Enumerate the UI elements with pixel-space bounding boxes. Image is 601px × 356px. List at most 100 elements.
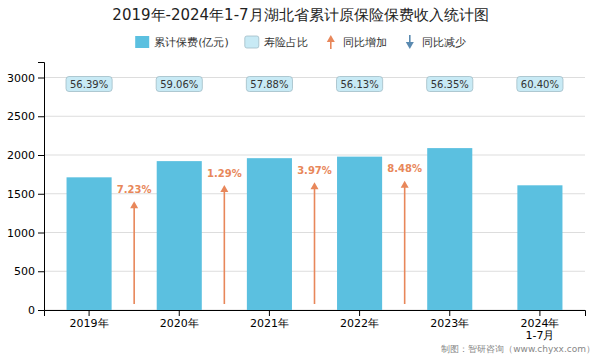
x-tick-label: 2022年 [340,317,379,330]
y-tick-mark [38,233,44,234]
change-label: 1.29% [207,168,242,179]
y-tick: 1500 [7,188,44,201]
x-tick-label: 2020年 [160,317,199,330]
x-tick-label: 2021年 [250,317,289,330]
legend-swatch [135,36,149,48]
x-tick: 2023年 [430,310,469,330]
grid-line [44,77,585,78]
changes: 7.23% 1.29% 3.97% 8.48% [117,163,422,304]
share-label-text: 59.06% [160,79,198,90]
y-tick-label: 500 [14,265,35,278]
y-tick-label: 1500 [7,188,35,201]
legend-item: 累计保费(亿元) [135,36,229,49]
chart: 2019年-2024年1-7月湖北省累计原保险保费收入统计图 0 500 1000 15… [0,0,601,356]
bar [157,161,202,310]
legend-item: 同比增加 [327,35,387,49]
y-tick: 0 [28,304,44,317]
bar [337,157,382,310]
legend-swatch [245,36,259,48]
share-label-text: 60.40% [521,79,559,90]
x-tick-label: 2024年1-7月 [520,317,559,343]
grid [44,78,585,311]
x-tick-mark [449,310,450,316]
bar [67,177,112,310]
x-axis-line [45,311,586,317]
share-labels: 56.39% 59.06% 57.88% 56.13% 56.35% 60.40% [66,77,563,92]
y-tick-label: 2500 [7,110,35,123]
bar [517,185,562,310]
y-tick: 500 [14,265,44,278]
y-tick-mark [38,155,44,156]
share-label-box [517,77,563,92]
share-label-text: 57.88% [250,79,288,90]
share-label-box [156,77,202,92]
bar [247,158,292,310]
change: 1.29% [207,168,242,304]
legend: 累计保费(亿元) 寿险占比 同比增加 同比减少 [135,35,466,49]
change-arrow-shaft [314,187,316,304]
y-tick: 2500 [7,110,44,123]
change-label: 8.48% [387,163,422,174]
share-label: 57.88% [246,77,292,92]
y-tick: 1000 [7,227,44,240]
x-tick: 2024年1-7月 [520,310,559,342]
x-tick: 2020年 [160,310,199,330]
share-label: 59.06% [156,77,202,92]
y-tick: 2000 [7,149,44,162]
change-arrow-head [406,42,414,49]
x-tick-mark [89,310,90,316]
share-label: 60.40% [517,77,563,92]
legend-item: 寿险占比 [245,36,308,49]
change-arrow-head [130,201,138,208]
bars [67,148,563,310]
x-tick-label: 2023年 [430,317,469,330]
legend-label: 寿险占比 [264,36,308,49]
y-axis: 0 500 1000 1500 2000 2500 3000 [7,63,45,318]
y-tick-mark [38,116,44,117]
x-tick-mark [179,310,180,316]
footnote: 制图：智研咨询（www.chyxx.com） [441,344,595,354]
y-tick-label: 2000 [7,149,35,162]
legend-label: 累计保费(亿元) [154,36,229,49]
share-label-box [337,77,383,92]
change-arrow-head [327,35,335,42]
x-tick-mark [359,310,360,316]
title: 2019年-2024年1-7月湖北省累计原保险保费收入统计图 [112,6,488,24]
y-tick-label: 0 [28,304,35,317]
x-tick: 2022年 [340,310,379,330]
legend-label: 同比减少 [422,36,466,49]
share-label-text: 56.35% [431,79,469,90]
y-tick-mark [38,194,44,195]
y-tick-label: 1000 [7,227,35,240]
change-label: 3.97% [297,165,332,176]
y-tick-mark [38,310,44,311]
share-label: 56.13% [337,77,383,92]
y-tick-mark [38,78,44,79]
bar [427,148,472,310]
x-axis: 2019年 2020年 2021年 2022年 2023年 2024年1-7月 [45,310,586,342]
grid-line [44,116,585,117]
x-tick-mark [269,310,270,316]
grid-line [44,155,585,156]
legend-item: 同比减少 [406,35,466,49]
change: 7.23% [117,184,152,304]
share-label: 56.35% [427,77,473,92]
change-arrow-shaft [404,186,406,304]
share-label-box [427,77,473,92]
share-label-text: 56.39% [70,79,108,90]
x-tick: 2019年 [70,310,109,330]
change-arrow-head [311,182,319,189]
share-label: 56.39% [66,77,112,92]
y-tick-mark [38,271,44,272]
share-label-text: 56.13% [341,79,379,90]
change-arrow-shaft [133,206,135,304]
x-tick-mark [539,310,540,316]
plot: 0500100015002000250030002019年2020年2021年2… [7,63,586,343]
change: 3.97% [297,165,332,304]
change-label: 7.23% [117,184,152,195]
change-arrow-head [401,181,409,188]
x-tick: 2021年 [250,310,289,330]
y-tick: 3000 [7,72,44,85]
change: 8.48% [387,163,422,304]
change-arrow-head [220,185,228,192]
